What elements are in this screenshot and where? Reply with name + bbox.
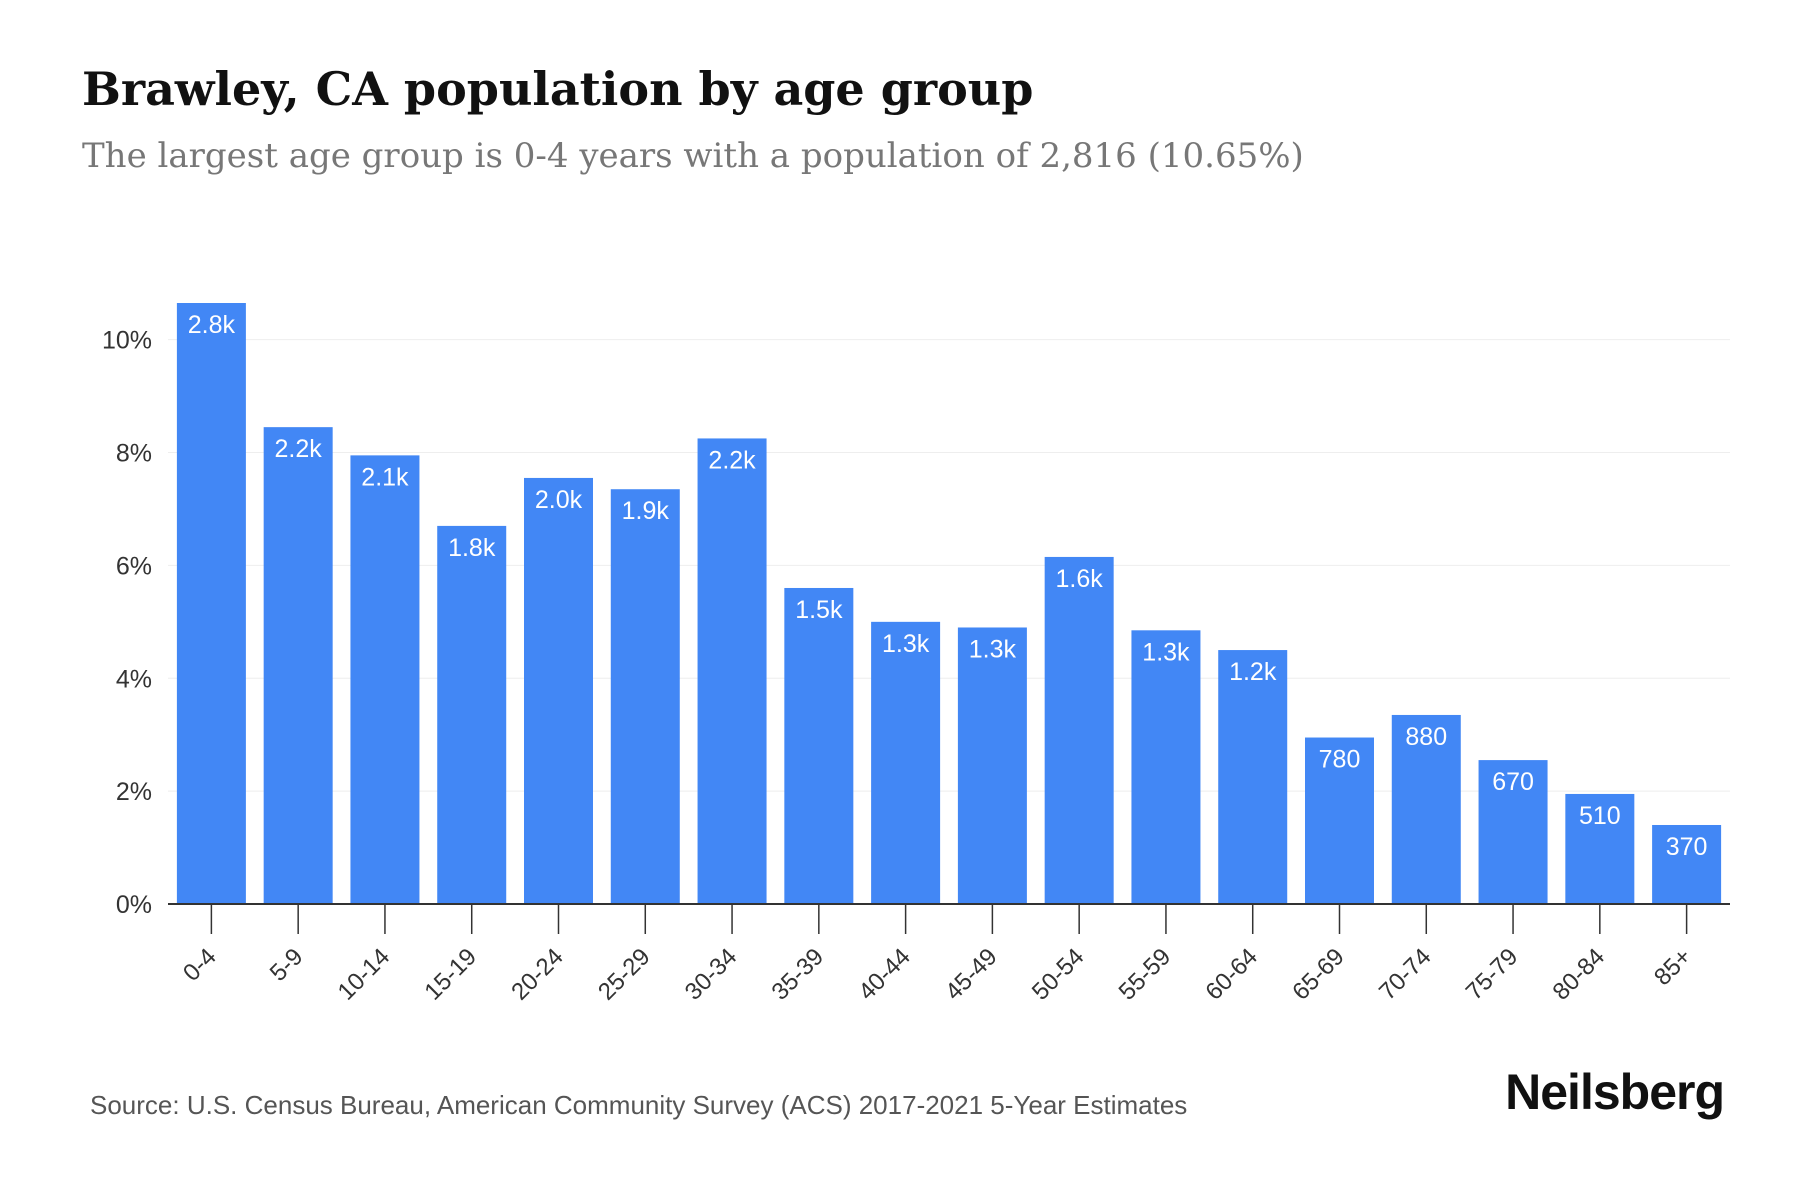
bar-value-label: 2.0k xyxy=(535,486,583,514)
y-tick-label: 0% xyxy=(116,891,152,919)
bar-value-label: 780 xyxy=(1319,746,1361,774)
x-tick-label: 55-59 xyxy=(1114,943,1177,1006)
bar-value-label: 1.8k xyxy=(448,534,496,562)
bar xyxy=(610,489,680,904)
bar-value-label: 1.6k xyxy=(1056,565,1104,593)
y-tick-label: 2% xyxy=(116,778,152,806)
bar-value-label: 2.1k xyxy=(361,463,409,491)
y-tick-label: 4% xyxy=(116,665,152,693)
bar xyxy=(871,621,941,904)
bar-value-label: 1.3k xyxy=(882,630,930,658)
source-note: Source: U.S. Census Bureau, American Com… xyxy=(90,1090,1188,1120)
bar-value-label: 1.3k xyxy=(969,635,1017,663)
x-tick-label: 80-84 xyxy=(1548,943,1611,1006)
bar xyxy=(1218,650,1288,904)
bar xyxy=(1305,737,1374,904)
y-tick-label: 10% xyxy=(102,327,152,355)
bar-value-label: 370 xyxy=(1666,833,1708,861)
bar-value-label: 1.5k xyxy=(795,596,843,624)
x-tick-label: 60-64 xyxy=(1200,943,1263,1006)
x-tick-label: 85+ xyxy=(1649,943,1697,991)
x-tick-label: 70-74 xyxy=(1374,943,1437,1006)
x-tick-label: 0-4 xyxy=(178,943,222,987)
bar xyxy=(1565,793,1635,904)
bar-value-label: 2.8k xyxy=(188,311,236,339)
bar-value-label: 1.3k xyxy=(1142,638,1190,666)
x-tick-label: 10-14 xyxy=(333,943,396,1006)
bar xyxy=(524,477,593,904)
x-tick-label: 75-79 xyxy=(1461,943,1524,1006)
bar xyxy=(1391,714,1461,904)
x-tick-label: 40-44 xyxy=(853,943,916,1006)
bar-value-label: 2.2k xyxy=(708,446,756,474)
bar xyxy=(697,438,767,904)
bar xyxy=(1131,630,1201,904)
y-tick-label: 6% xyxy=(116,552,152,580)
brand-logo: Neilsberg xyxy=(1505,1064,1725,1120)
chart-title: Brawley, CA population by age group xyxy=(82,62,1034,116)
bar xyxy=(350,455,420,904)
x-tick-label: 25-29 xyxy=(593,943,656,1006)
chart-subtitle: The largest age group is 0-4 years with … xyxy=(82,136,1304,176)
x-tick-label: 30-34 xyxy=(680,943,743,1006)
bar-value-label: 510 xyxy=(1579,802,1621,830)
x-tick-label: 45-49 xyxy=(940,943,1003,1006)
bar xyxy=(263,427,333,904)
bar-value-label: 880 xyxy=(1405,723,1447,751)
bar xyxy=(1652,824,1722,904)
bar xyxy=(784,587,854,904)
x-tick-label: 5-9 xyxy=(265,943,309,987)
x-tick-label: 50-54 xyxy=(1027,943,1090,1006)
bar xyxy=(957,627,1027,904)
x-tick-label: 20-24 xyxy=(506,943,569,1006)
y-tick-label: 8% xyxy=(116,440,152,468)
bar xyxy=(437,525,507,904)
bar xyxy=(1478,760,1548,904)
bar xyxy=(1044,556,1114,904)
bar-value-label: 2.2k xyxy=(275,435,323,463)
x-tick-label: 15-19 xyxy=(419,943,482,1006)
x-tick-label: 65-69 xyxy=(1287,943,1350,1006)
bar xyxy=(176,303,246,904)
bar-value-label: 1.9k xyxy=(622,497,670,525)
bar-value-label: 670 xyxy=(1492,768,1534,796)
bar-value-label: 1.2k xyxy=(1229,658,1277,686)
x-tick-label: 35-39 xyxy=(767,943,830,1006)
